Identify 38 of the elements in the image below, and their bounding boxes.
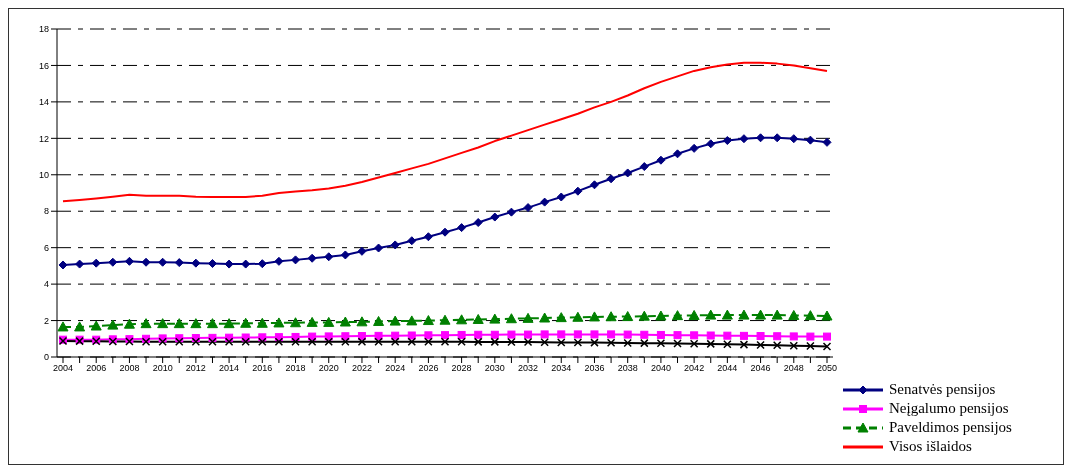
y-tick-label: 0 xyxy=(43,352,49,363)
y-tick-label: 6 xyxy=(43,242,49,253)
x-tick-label: 2032 xyxy=(518,363,539,374)
x-tick-label: 2048 xyxy=(783,363,804,374)
x-tick-label: 2022 xyxy=(351,363,372,374)
legend-label: Senatvės pensijos xyxy=(889,380,996,399)
x-tick-label: 2050 xyxy=(816,363,838,374)
y-tick-label: 10 xyxy=(38,169,49,180)
x-tick-label: 2044 xyxy=(717,363,738,374)
x-tick-label: 2026 xyxy=(418,363,439,374)
x-tick-label: 2046 xyxy=(750,363,771,374)
y-tick-label: 18 xyxy=(38,24,49,35)
legend-label: Neįgalumo pensijos xyxy=(889,399,1009,418)
x-tick-label: 2014 xyxy=(219,363,240,374)
x-tick-label: 2018 xyxy=(285,363,306,374)
x-tick-label: 2008 xyxy=(119,363,140,374)
x-tick-label: 2040 xyxy=(650,363,671,374)
y-tick-label: 14 xyxy=(38,97,49,108)
y-tick-label: 2 xyxy=(43,315,49,326)
x-tick-label: 2038 xyxy=(617,363,638,374)
y-tick-label: 16 xyxy=(38,60,49,71)
x-tick-label: 2010 xyxy=(152,363,173,374)
legend-label: Paveldimos pensijos xyxy=(889,418,1012,437)
x-tick-label: 2042 xyxy=(684,363,705,374)
y-tick-label: 4 xyxy=(43,279,49,290)
x-tick-label: 2030 xyxy=(484,363,505,374)
x-tick-label: 2012 xyxy=(185,363,206,374)
x-tick-label: 2020 xyxy=(318,363,339,374)
x-tick-label: 2036 xyxy=(584,363,605,374)
x-tick-label: 2016 xyxy=(252,363,273,374)
y-tick-label: 8 xyxy=(43,206,49,217)
x-tick-label: 2006 xyxy=(86,363,107,374)
x-tick-label: 2034 xyxy=(551,363,572,374)
x-tick-label: 2024 xyxy=(385,363,406,374)
y-tick-label: 12 xyxy=(38,133,49,144)
legend-label: Visos išlaidos xyxy=(889,437,972,456)
x-tick-label: 2028 xyxy=(451,363,472,374)
x-tick-label: 2004 xyxy=(52,363,74,374)
